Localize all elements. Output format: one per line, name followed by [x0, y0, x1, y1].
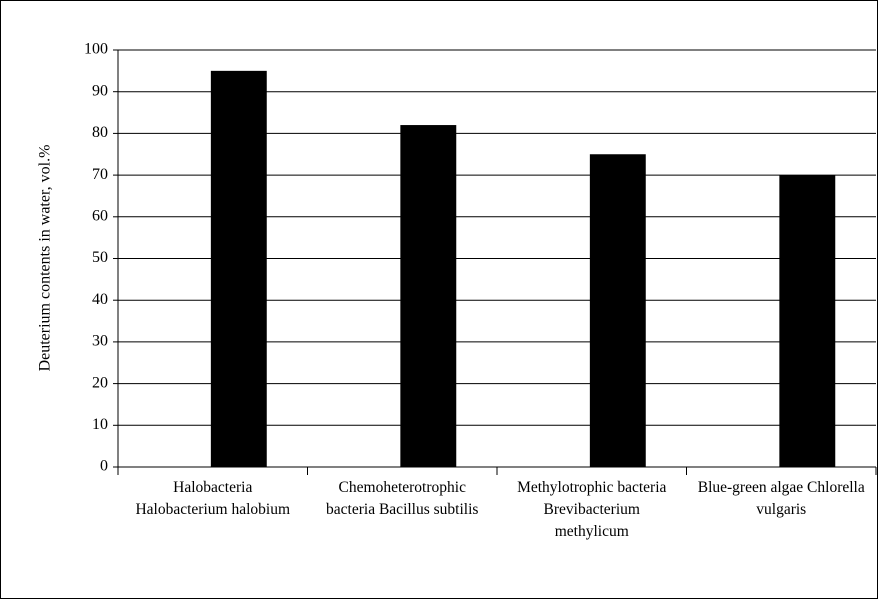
bar: [400, 125, 457, 467]
y-tick-label: 100: [84, 41, 108, 58]
y-tick-label: 90: [92, 82, 108, 99]
x-tick-label: Blue-green algae Chlorella vulgaris: [697, 479, 865, 518]
x-tick-label: Chemoheterotrophic bacteria Bacillus sub…: [326, 479, 479, 518]
x-tick-label: Methylotrophic bacteria Brevibacterium m…: [517, 479, 667, 540]
y-tick-label: 40: [92, 291, 108, 308]
y-tick-label: 60: [92, 207, 108, 224]
y-tick-label: 50: [92, 249, 108, 266]
y-tick-label: 10: [92, 416, 108, 433]
y-tick-label: 70: [92, 166, 108, 183]
x-tick-label: Halobacteria Halobacterium halobium: [135, 479, 291, 518]
bar: [779, 175, 836, 467]
y-axis-label: Deuterium contents in water, vol.%: [37, 145, 54, 372]
y-tick-label: 20: [92, 374, 108, 391]
bar: [210, 70, 267, 467]
bar: [589, 154, 646, 467]
y-tick-label: 0: [100, 458, 108, 475]
y-tick-label: 30: [92, 333, 108, 350]
y-tick-label: 80: [92, 124, 108, 141]
